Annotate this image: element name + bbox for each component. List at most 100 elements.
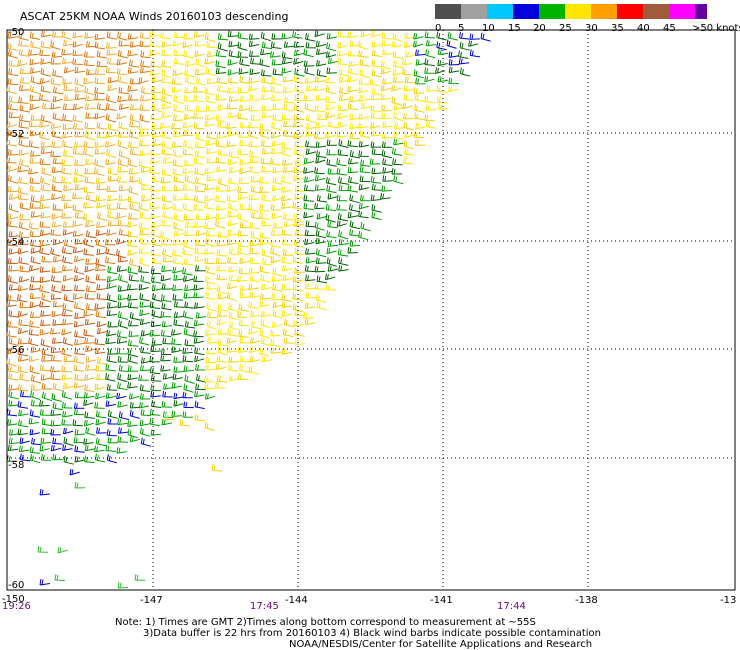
wind-barb — [29, 103, 40, 111]
wind-barb — [248, 121, 259, 129]
wind-barb — [315, 229, 327, 239]
wind-barb — [51, 130, 62, 139]
wind-barb — [250, 114, 262, 121]
wind-barb — [303, 94, 314, 102]
wind-barb — [325, 176, 337, 186]
wind-barb — [118, 86, 129, 94]
wind-barb — [83, 202, 94, 209]
wind-barb — [370, 93, 382, 101]
wind-barb — [117, 175, 128, 183]
wind-barb — [237, 50, 249, 58]
wind-barb — [28, 417, 39, 425]
wind-barb — [6, 329, 17, 338]
wind-barb — [217, 328, 229, 336]
wind-barb — [105, 444, 116, 452]
lon-label: -138 — [575, 595, 598, 606]
wind-barb — [40, 141, 52, 148]
wind-barb — [183, 32, 194, 40]
wind-barb — [237, 311, 248, 318]
wind-barb — [149, 366, 161, 375]
wind-barb — [161, 168, 173, 177]
wind-barb — [94, 158, 105, 168]
wind-barb — [173, 356, 184, 363]
wind-barb — [205, 67, 216, 76]
wind-barb — [8, 95, 19, 104]
wind-barb — [151, 122, 162, 130]
wind-barb — [206, 77, 218, 85]
wind-barb — [28, 120, 40, 128]
wind-barb — [127, 373, 138, 381]
wind-barb — [193, 221, 205, 228]
wind-barb — [6, 121, 18, 128]
wind-barb — [7, 419, 18, 426]
wind-barb — [151, 238, 162, 247]
wind-barb — [18, 39, 29, 47]
wind-barb — [95, 410, 107, 419]
wind-barb — [73, 408, 85, 416]
wind-barb — [249, 274, 261, 282]
wind-barb — [57, 546, 68, 554]
wind-barb — [139, 401, 150, 409]
wind-barb — [140, 50, 151, 59]
wind-barb — [30, 114, 42, 121]
wind-barb — [116, 330, 128, 339]
wind-barb — [116, 347, 128, 355]
wind-barb — [105, 363, 116, 372]
wind-barb — [184, 320, 196, 329]
wind-barb — [207, 337, 218, 344]
wind-barb — [117, 427, 129, 434]
wind-barb — [314, 30, 325, 38]
wind-barb — [94, 445, 105, 453]
wind-barb — [216, 132, 227, 139]
wind-barb — [205, 265, 216, 275]
wind-barb — [325, 283, 337, 291]
wind-barb — [403, 93, 415, 101]
wind-barb — [337, 112, 348, 120]
wind-barb — [195, 105, 207, 112]
wind-barb — [149, 49, 160, 57]
wind-barb — [316, 150, 327, 158]
wind-barb — [392, 76, 404, 83]
wind-barb — [248, 346, 260, 354]
wind-barb — [437, 59, 448, 67]
wind-barb — [127, 221, 138, 228]
wind-barb — [337, 248, 349, 257]
wind-barb — [106, 282, 117, 290]
wind-barb — [106, 148, 117, 159]
wind-barb — [250, 175, 261, 183]
wind-barb — [152, 139, 163, 147]
wind-barb — [227, 30, 239, 38]
wind-barb — [63, 149, 74, 158]
wind-barb — [293, 103, 304, 113]
wind-barb — [272, 194, 283, 202]
wind-barb — [150, 374, 162, 382]
wind-barb — [127, 195, 138, 204]
wind-barb — [160, 177, 172, 184]
wind-barb — [193, 291, 204, 299]
wind-barb — [195, 264, 206, 272]
wind-barb — [305, 130, 317, 137]
note-line: Note: 1) Times are GMT 2)Times along bot… — [115, 617, 536, 628]
wind-barb — [128, 140, 139, 149]
wind-barb — [437, 48, 449, 55]
wind-barb — [94, 77, 105, 84]
wind-barb — [316, 60, 327, 67]
wind-barb — [402, 58, 413, 65]
wind-barb — [194, 141, 206, 149]
wind-barb — [315, 257, 327, 264]
wind-barb — [84, 58, 95, 67]
wind-barb — [239, 57, 250, 67]
wind-barb — [116, 337, 128, 344]
wind-barb — [117, 418, 128, 426]
wind-barb — [28, 337, 39, 347]
wind-barb — [404, 131, 415, 139]
wind-barb — [347, 49, 359, 57]
wind-barb — [62, 255, 73, 264]
wind-barb — [216, 239, 227, 247]
wind-barb — [283, 318, 295, 328]
wind-barb — [7, 257, 19, 265]
wind-barb — [195, 213, 207, 220]
wind-barb — [7, 347, 18, 355]
wind-barb — [30, 211, 42, 218]
wind-barb — [129, 258, 140, 268]
